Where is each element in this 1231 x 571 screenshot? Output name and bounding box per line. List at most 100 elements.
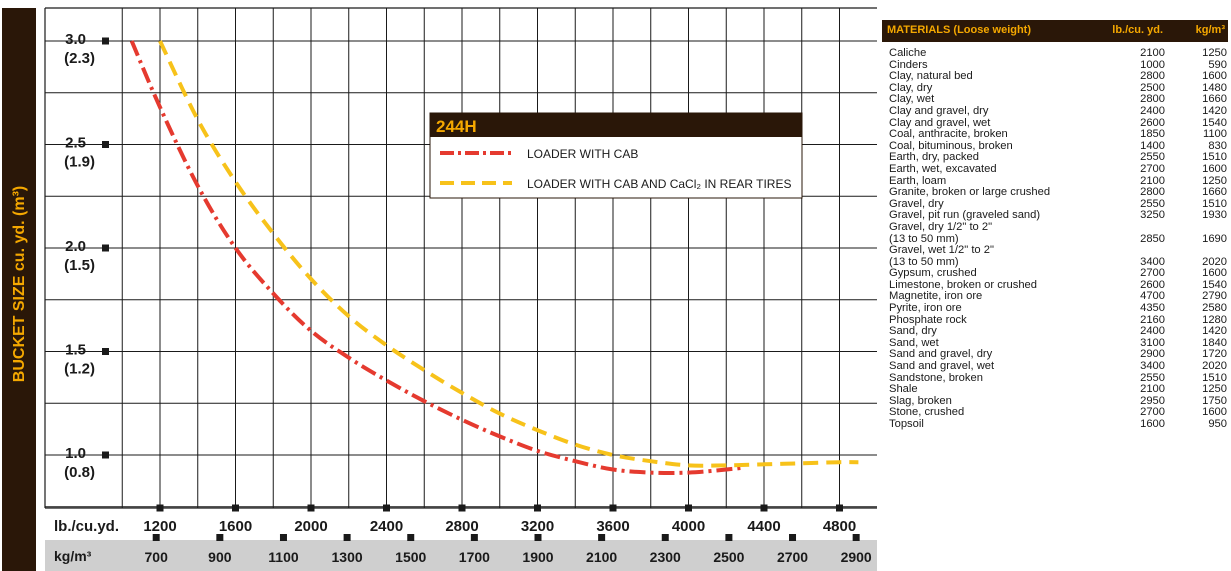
x-secondary-tick-label: 2300 xyxy=(650,549,681,565)
series-line-loader-with-cab-cacl2 xyxy=(160,41,858,466)
materials-table-header: MATERIALS (Loose weight) lb./cu. yd. kg/… xyxy=(882,20,1228,42)
material-lb-cu-yd: 2800 xyxy=(1087,187,1165,199)
x-tick-mark xyxy=(308,505,315,512)
x-tick-label: 2000 xyxy=(294,518,327,535)
y-tick-metric-label: (1.9) xyxy=(64,154,95,171)
material-kg-m3 xyxy=(1165,245,1227,257)
y-tick-mark xyxy=(102,348,109,355)
legend-entry-cacl2: LOADER WITH CAB AND CaCl₂ IN REAR TIRES xyxy=(527,177,791,191)
x-secondary-tick-mark xyxy=(598,534,605,541)
x-secondary-tick-label: 900 xyxy=(208,549,232,565)
material-kg-m3: 2580 xyxy=(1165,303,1227,315)
table-row: Pyrite, iron ore 4350 2580 xyxy=(882,303,1228,315)
y-tick-label: 1.0 xyxy=(65,445,86,462)
material-kg-m3: 2020 xyxy=(1165,361,1227,373)
x-tick-mark xyxy=(383,505,390,512)
y-tick-metric-label: (2.3) xyxy=(64,50,95,67)
material-lb-cu-yd: 1850 xyxy=(1087,129,1165,141)
table-row: Clay and gravel, dry 2400 1420 xyxy=(882,106,1228,118)
x-secondary-tick-label: 1900 xyxy=(522,549,553,565)
x-axis-label: lb./cu.yd. xyxy=(54,518,119,535)
y-tick-label: 2.5 xyxy=(65,135,86,152)
x-secondary-tick-label: 1300 xyxy=(332,549,363,565)
x-secondary-tick-mark xyxy=(407,534,414,541)
x-tick-label: 3200 xyxy=(521,518,554,535)
x-secondary-axis-label: kg/m³ xyxy=(54,548,92,564)
data-series xyxy=(132,41,859,473)
material-lb-cu-yd: 2850 xyxy=(1087,234,1165,246)
material-kg-m3: 1100 xyxy=(1165,129,1227,141)
table-row: Caliche 2100 1250 xyxy=(882,48,1228,60)
y-axis-title: BUCKET SIZE cu. yd. (m³) xyxy=(11,186,28,382)
x-tick-mark xyxy=(761,505,768,512)
x-secondary-tick-mark xyxy=(471,534,478,541)
material-lb-cu-yd xyxy=(1087,222,1165,234)
table-row: Sand and gravel, wet 3400 2020 xyxy=(882,361,1228,373)
table-row: Clay, natural bed 2800 1600 xyxy=(882,71,1228,83)
x-tick-mark xyxy=(836,505,843,512)
x-secondary-tick-mark xyxy=(662,534,669,541)
y-tick-mark xyxy=(102,38,109,45)
y-tick-mark xyxy=(102,452,109,459)
y-tick-label: 2.0 xyxy=(65,238,86,255)
table-row: Gravel, wet 1/2" to 2" xyxy=(882,245,1228,257)
x-tick-label: 4800 xyxy=(823,518,856,535)
x-secondary-tick-label: 2900 xyxy=(841,549,872,565)
x-secondary-tick-label: 2500 xyxy=(713,549,744,565)
table-row: Granite, broken or large crushed 2800 1660 xyxy=(882,187,1228,199)
material-kg-m3: 1600 xyxy=(1165,164,1227,176)
material-name: Coal, anthracite, broken xyxy=(882,129,1087,141)
legend: 244H LOADER WITH CAB LOADER WITH CAB AND… xyxy=(430,113,802,198)
table-row: Stone, crushed 2700 1600 xyxy=(882,407,1228,419)
y-tick-mark xyxy=(102,245,109,252)
y-tick-metric-label: (1.5) xyxy=(64,257,95,274)
y-tick-label: 3.0 xyxy=(65,31,86,48)
material-lb-cu-yd: 2400 xyxy=(1087,106,1165,118)
material-lb-cu-yd: 3250 xyxy=(1087,210,1165,222)
material-name: Earth, wet, excavated xyxy=(882,164,1087,176)
x-secondary-tick-label: 1700 xyxy=(459,549,490,565)
legend-title: 244H xyxy=(436,117,477,136)
material-kg-m3: 1660 xyxy=(1165,187,1227,199)
x-secondary-tick-mark xyxy=(789,534,796,541)
material-name: Gravel, wet 1/2" to 2" xyxy=(882,245,1087,257)
y-tick-label: 1.5 xyxy=(65,342,86,359)
material-name: Topsoil xyxy=(882,419,1087,431)
series-line-loader-with-cab xyxy=(132,41,745,473)
materials-table: MATERIALS (Loose weight) lb./cu. yd. kg/… xyxy=(882,20,1228,431)
material-lb-cu-yd: 1600 xyxy=(1087,419,1165,431)
table-row: Topsoil 1600 950 xyxy=(882,419,1228,431)
x-secondary-tick-mark xyxy=(153,534,160,541)
material-kg-m3: 1250 xyxy=(1165,48,1227,60)
material-name: Gravel, dry 1/2" to 2" xyxy=(882,222,1087,234)
x-secondary-tick-mark xyxy=(216,534,223,541)
x-tick-label: 2800 xyxy=(445,518,478,535)
legend-entry-cab: LOADER WITH CAB xyxy=(527,147,638,161)
header-lb-cu-yd: lb./cu. yd. xyxy=(1085,25,1163,37)
x-tick-mark xyxy=(459,505,466,512)
x-tick-label: 1600 xyxy=(219,518,252,535)
x-tick-label: 1200 xyxy=(143,518,176,535)
material-lb-cu-yd xyxy=(1087,245,1165,257)
table-row: Gravel, dry 1/2" to 2" xyxy=(882,222,1228,234)
material-name: Granite, broken or large crushed xyxy=(882,187,1087,199)
x-tick-label: 2400 xyxy=(370,518,403,535)
x-tick-label: 3600 xyxy=(596,518,629,535)
material-name: Pyrite, iron ore xyxy=(882,303,1087,315)
x-tick-mark xyxy=(534,505,541,512)
material-lb-cu-yd: 4350 xyxy=(1087,303,1165,315)
x-tick-label: 4400 xyxy=(747,518,780,535)
material-lb-cu-yd: 2100 xyxy=(1087,48,1165,60)
table-row: Earth, wet, excavated 2700 1600 xyxy=(882,164,1228,176)
x-secondary-tick-label: 1500 xyxy=(395,549,426,565)
material-name: Caliche xyxy=(882,48,1087,60)
x-tick-label: 4000 xyxy=(672,518,705,535)
material-name: Clay and gravel, dry xyxy=(882,106,1087,118)
material-lb-cu-yd: 3400 xyxy=(1087,361,1165,373)
x-secondary-tick-mark xyxy=(534,534,541,541)
x-secondary-tick-mark xyxy=(280,534,287,541)
x-tick-mark xyxy=(157,505,164,512)
legend-title-bar xyxy=(430,113,802,137)
material-lb-cu-yd: 2700 xyxy=(1087,164,1165,176)
x-secondary-tick-label: 1100 xyxy=(268,549,299,565)
